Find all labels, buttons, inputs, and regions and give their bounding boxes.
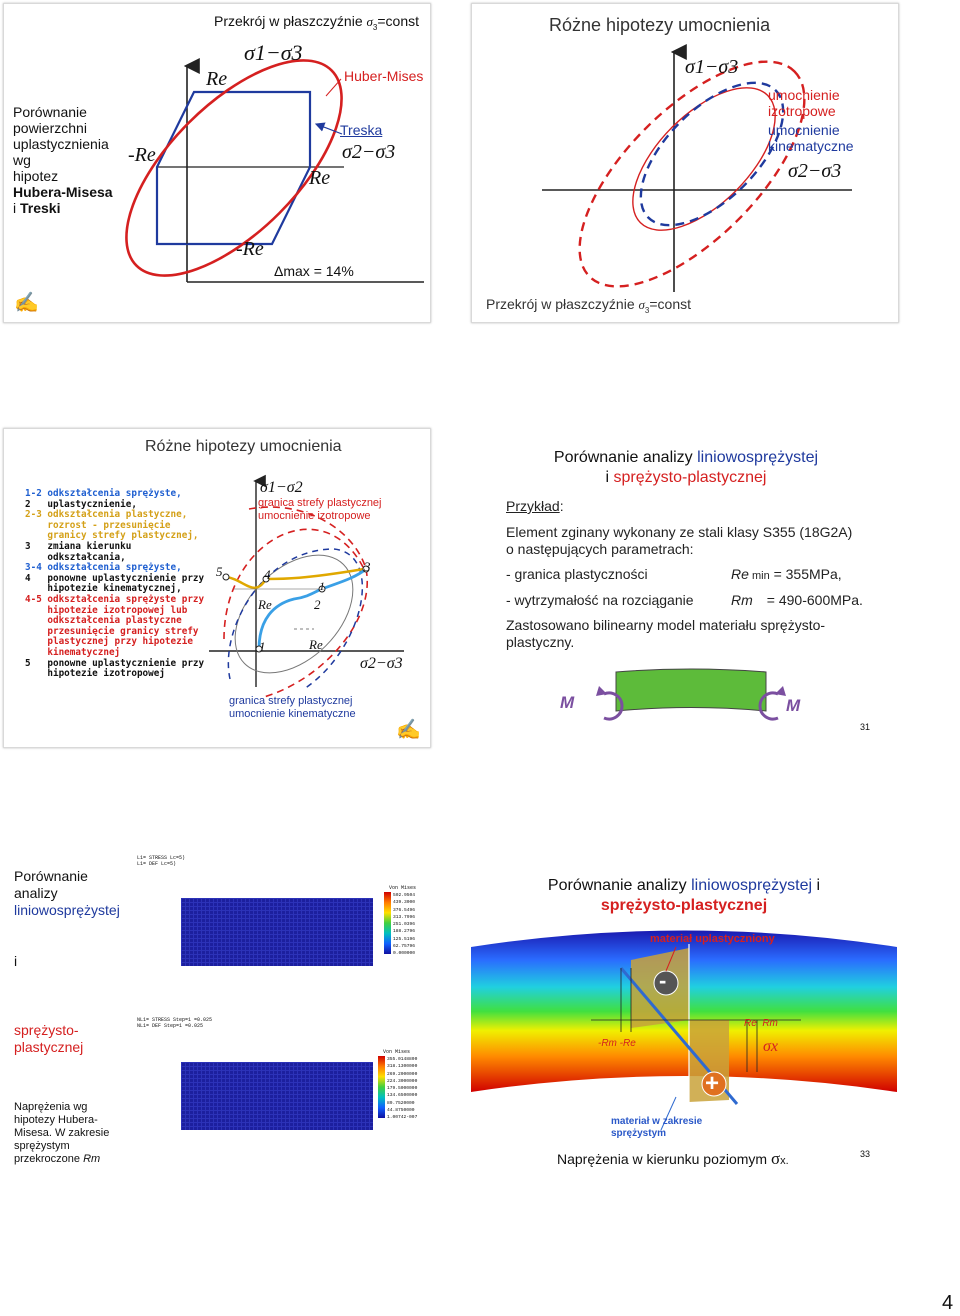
point-4-label: 4	[264, 567, 271, 582]
re-bottom-label: -Re	[236, 238, 264, 260]
slide5-note: Naprężenia wg hipotezy Hubera- Misesa. W…	[14, 1101, 110, 1165]
sigma1-sigma3-label-2: σ1−σ3	[685, 56, 739, 78]
point-2-label: 2	[314, 597, 321, 612]
point-3-label: 3	[364, 559, 371, 574]
pen-icon: ✍	[14, 292, 39, 314]
slide-hardening-paths: Różne hipotezy umocnienia 1-2 odkształce…	[3, 428, 431, 748]
moment-left-label: M	[560, 693, 575, 712]
point-5-label: 5	[216, 564, 223, 579]
hardening-path-diagram	[209, 474, 404, 698]
slide5-side-red: sprężysto- plastycznej	[14, 1022, 84, 1055]
red-boundary-label: granica strefy plastycznej umocnienie izo…	[258, 497, 382, 522]
point-1-label: 1	[259, 639, 266, 654]
description-line-4: plastyczny.	[506, 634, 575, 650]
bottom-fem-mesh	[181, 1062, 373, 1130]
slide3-legend: 1-2 odkształcenia sprężyste, 2 uplastycz…	[25, 488, 205, 680]
description-line-3: Zastosowano bilinearny model materiału s…	[506, 617, 826, 633]
description-line-1: Element zginany wykonany ze stali klasy …	[506, 524, 853, 540]
slide2-footer: Przekrój w płaszczyźnie σ3=const	[486, 296, 692, 315]
slide6-page-number: 33	[860, 1149, 871, 1159]
top-fem-header: L1= STRESS Lc=5) L1= DEF Lc=5)	[137, 855, 186, 867]
hardening-diagram	[542, 44, 852, 292]
sigma2-sigma3-label-2: σ2−σ3	[788, 160, 842, 182]
top-fem-mesh	[181, 898, 373, 966]
slide-fem-results: Porównanie analizy liniowosprężystej i s…	[3, 852, 429, 1170]
sigma-x-label: σx	[763, 1038, 778, 1055]
param-strength-label: - wytrzymałość na rozciąganie	[506, 592, 694, 608]
sigma2-sigma3-label: σ2−σ3	[342, 141, 396, 163]
bottom-fem-header: NL1= STRESS Step=1 =0.025 NL1= DEF Step=1…	[137, 1017, 213, 1029]
description-line-2: o następujących parametrach:	[506, 541, 694, 557]
re-right-label: Re	[309, 167, 331, 189]
re-label-bottom: Re	[309, 637, 323, 652]
slide2-title: Różne hipotezy umocnienia	[549, 15, 771, 35]
slide5-side-text: Porównanie analizy liniowosprężystej	[14, 868, 120, 918]
bottom-colorbar	[378, 1056, 385, 1118]
slide5-side-i: i	[14, 953, 18, 969]
huber-mises-label: Huber-Mises	[344, 68, 424, 84]
re-left-label: -Re	[128, 144, 156, 166]
slide4-title: Porównanie analizy liniowosprężystej i s…	[553, 449, 819, 486]
point-1b-label: 1	[319, 579, 325, 593]
top-scale-values: 502.9504 439.3000 376.5496 313.7996 251.039…	[393, 893, 416, 957]
kinematic-label: umocnienie kinematyczne	[768, 122, 854, 154]
blue-boundary-label: granica strefy plastycznej umocnienie kin…	[229, 695, 356, 720]
slide1-side-text: Porównanie powierzchni uplastycznienia w…	[13, 104, 113, 216]
slide-huber-treska: Przekrój w płaszczyźnie σ3=const σ1−σ3 R…	[3, 3, 431, 323]
minus-sign: -	[659, 968, 667, 993]
treska-label: Treska	[340, 122, 383, 138]
re-rm-right-label: Re Rm	[744, 1018, 778, 1029]
rm-re-left-label: -Rm -Re	[598, 1038, 636, 1049]
sigma1-sigma3-label: σ1−σ3	[244, 40, 303, 65]
isotropic-label: umocnienie izotropowe	[768, 87, 840, 119]
param-yield-value: Re min = 355MPa,	[731, 566, 842, 582]
beam-bending-figure	[596, 668, 786, 721]
moment-right-label: M	[786, 696, 801, 715]
plasticized-label: materiał uplastyczniony	[650, 933, 775, 945]
slide4-page-number: 31	[860, 722, 871, 732]
re-label-left: Re	[258, 597, 272, 612]
slide6-caption: Naprężenia w kierunku poziomym σx.	[557, 1149, 789, 1168]
slide-horizontal-stress: Porównanie analizy liniowosprężystej i s…	[471, 852, 897, 1170]
bottom-scale-title: Von Mises	[383, 1049, 411, 1055]
top-colorbar	[384, 892, 391, 954]
param-strength-value: Rm = 490-600MPa.	[731, 592, 863, 608]
bottom-scale-values: 355.0148800 318.1300000 269.2000000 224.30…	[387, 1057, 418, 1121]
slide3-title: Różne hipotezy umocnienia	[145, 438, 342, 455]
plus-sign: +	[705, 1070, 720, 1097]
elastic-range-label: materiał w zakresie sprężystym	[611, 1116, 703, 1139]
example-label: Przykład:	[506, 498, 564, 514]
slide-hardening-hypotheses: Różne hipotezy umocnienia σ1−σ3 umocnien…	[471, 3, 899, 323]
re-top-label: Re	[206, 68, 228, 90]
slide1-title: Przekrój w płaszczyźnie σ3=const	[214, 13, 420, 32]
page-number: 4	[942, 1292, 954, 1314]
param-yield-label: - granica plastyczności	[506, 566, 648, 582]
sigma2-sigma3-label-3: σ2−σ3	[360, 655, 403, 672]
stress-distribution-figure	[471, 930, 897, 1131]
pen-icon-3: ✍	[396, 719, 421, 741]
sigma1-sigma2-label: σ1−σ2	[260, 479, 303, 496]
slide6-title: Porównanie analizy liniowosprężystej i s…	[547, 877, 821, 914]
top-scale-title: Von Mises	[389, 885, 417, 891]
slide-example: Porównanie analizy liniowosprężystej i s…	[476, 428, 902, 746]
yield-surface-diagram	[125, 58, 424, 283]
delta-max-label: Δmax = 14%	[274, 263, 354, 279]
